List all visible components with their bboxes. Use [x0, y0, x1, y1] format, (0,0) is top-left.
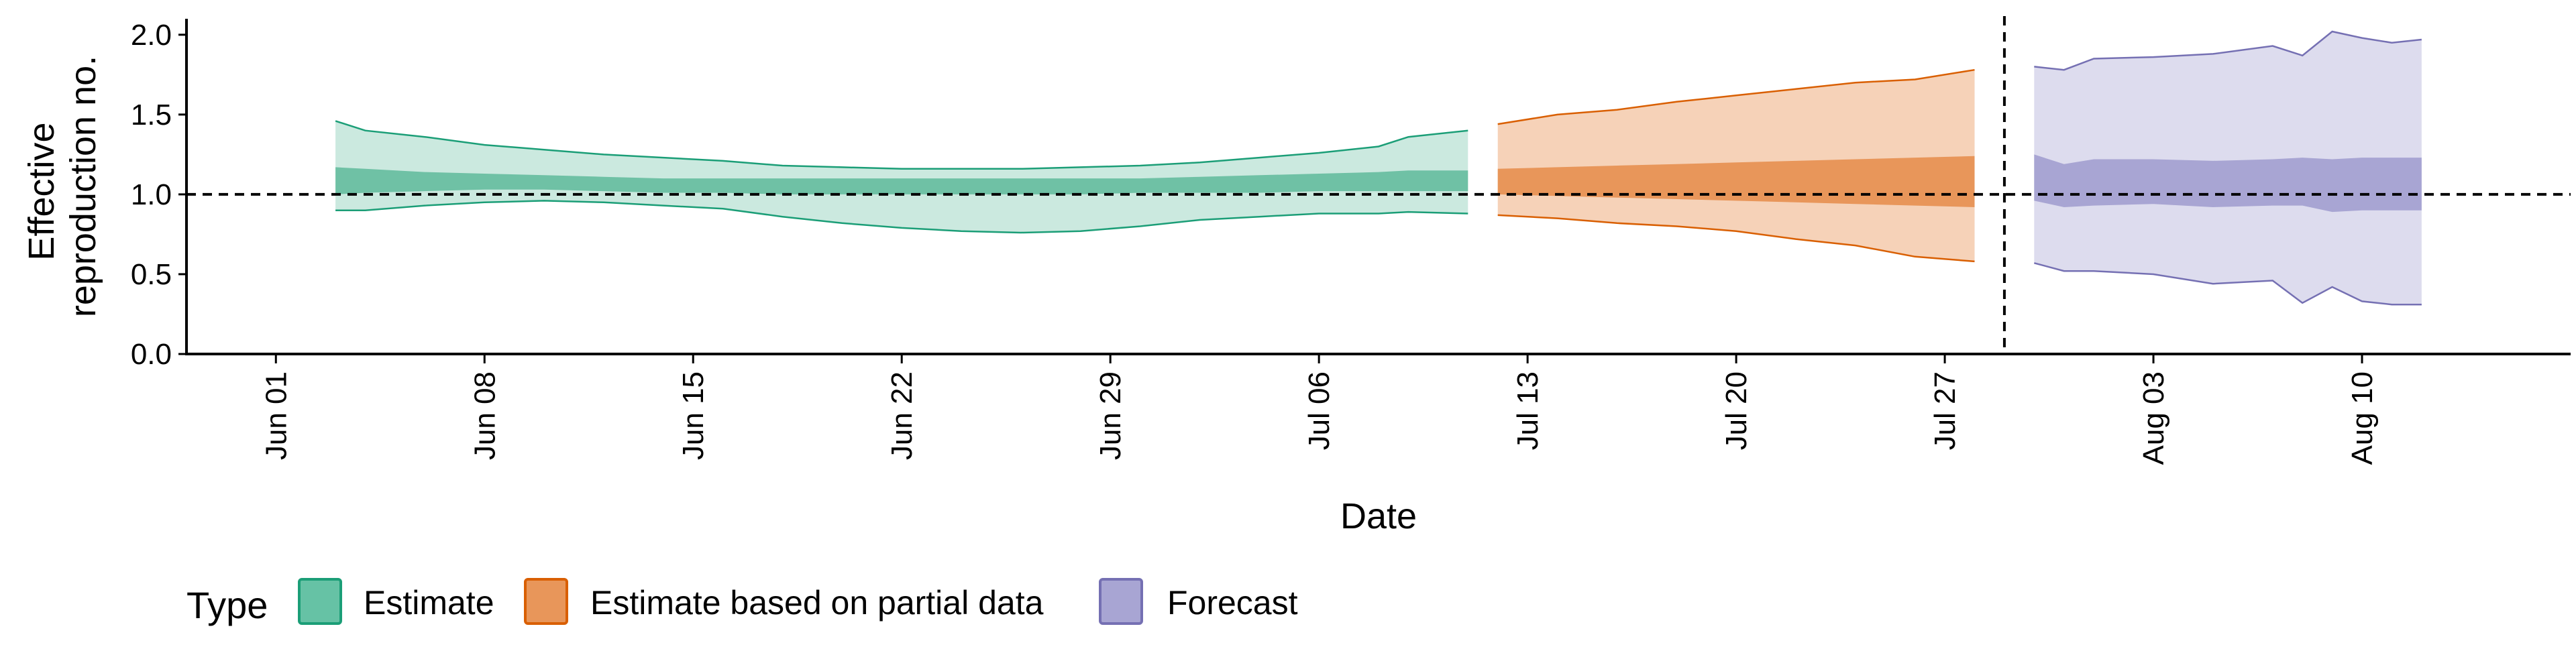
x-tick-label: Jul 20	[1720, 371, 1753, 450]
band-50-0	[335, 167, 1468, 194]
lower-bound-line-1	[1497, 214, 1975, 263]
legend-label: Estimate	[364, 584, 494, 622]
lower-bound-line-0	[335, 200, 1468, 234]
lower-bound-line-2	[2033, 262, 2422, 306]
legend-label: Forecast	[1167, 584, 1298, 622]
x-tick-label: Jul 27	[1929, 371, 1962, 450]
y-tick-label: 1.5	[131, 99, 172, 131]
y-tick-label: 0.0	[131, 338, 172, 371]
upper-bound-line-1	[1497, 68, 1975, 125]
x-tick-label: Aug 03	[2137, 371, 2170, 465]
legend: Type Estimate Estimate based on partial d…	[186, 578, 1298, 626]
tick-labels: 0.0 0.5 1.0 1.5 2.0 Jun 01 Jun 08 Jun 15 Jun 22 J…	[131, 19, 2379, 465]
y-tick-label: 0.5	[131, 258, 172, 291]
x-tick-label: Jul 13	[1511, 371, 1544, 450]
legend-swatch	[524, 578, 568, 625]
x-tick-label: Jun 29	[1094, 371, 1127, 460]
x-tick-label: Jun 15	[677, 371, 710, 460]
x-tick-label: Jun 01	[260, 371, 292, 460]
x-tick-label: Jun 22	[885, 371, 918, 460]
y-tick-label: 1.0	[131, 178, 172, 211]
x-axis-title: Date	[1340, 496, 1417, 536]
axes	[178, 19, 2571, 363]
y-axis-title-line-2: reproduction no.	[63, 56, 103, 317]
band-50-1	[1497, 156, 1975, 207]
band-90-0	[335, 121, 1468, 233]
band-50-2	[2034, 154, 2422, 213]
y-axis-title: Effective reproduction no.	[21, 56, 103, 317]
y-axis-title-line-1: Effective	[21, 122, 62, 260]
reference-lines	[186, 16, 2571, 354]
legend-label: Estimate based on partial data	[590, 584, 1044, 622]
x-tick-label: Jul 06	[1303, 371, 1336, 450]
x-tick-label: Aug 10	[2346, 371, 2379, 465]
y-tick-label: 2.0	[131, 19, 172, 52]
legend-swatch	[1099, 578, 1143, 625]
x-tick-label: Jun 08	[468, 371, 501, 460]
legend-title: Type	[186, 584, 268, 626]
upper-bound-line-2	[2034, 30, 2422, 71]
band-layer	[335, 30, 2422, 306]
legend-swatch	[298, 578, 342, 625]
upper-bound-line-0	[335, 120, 1468, 170]
